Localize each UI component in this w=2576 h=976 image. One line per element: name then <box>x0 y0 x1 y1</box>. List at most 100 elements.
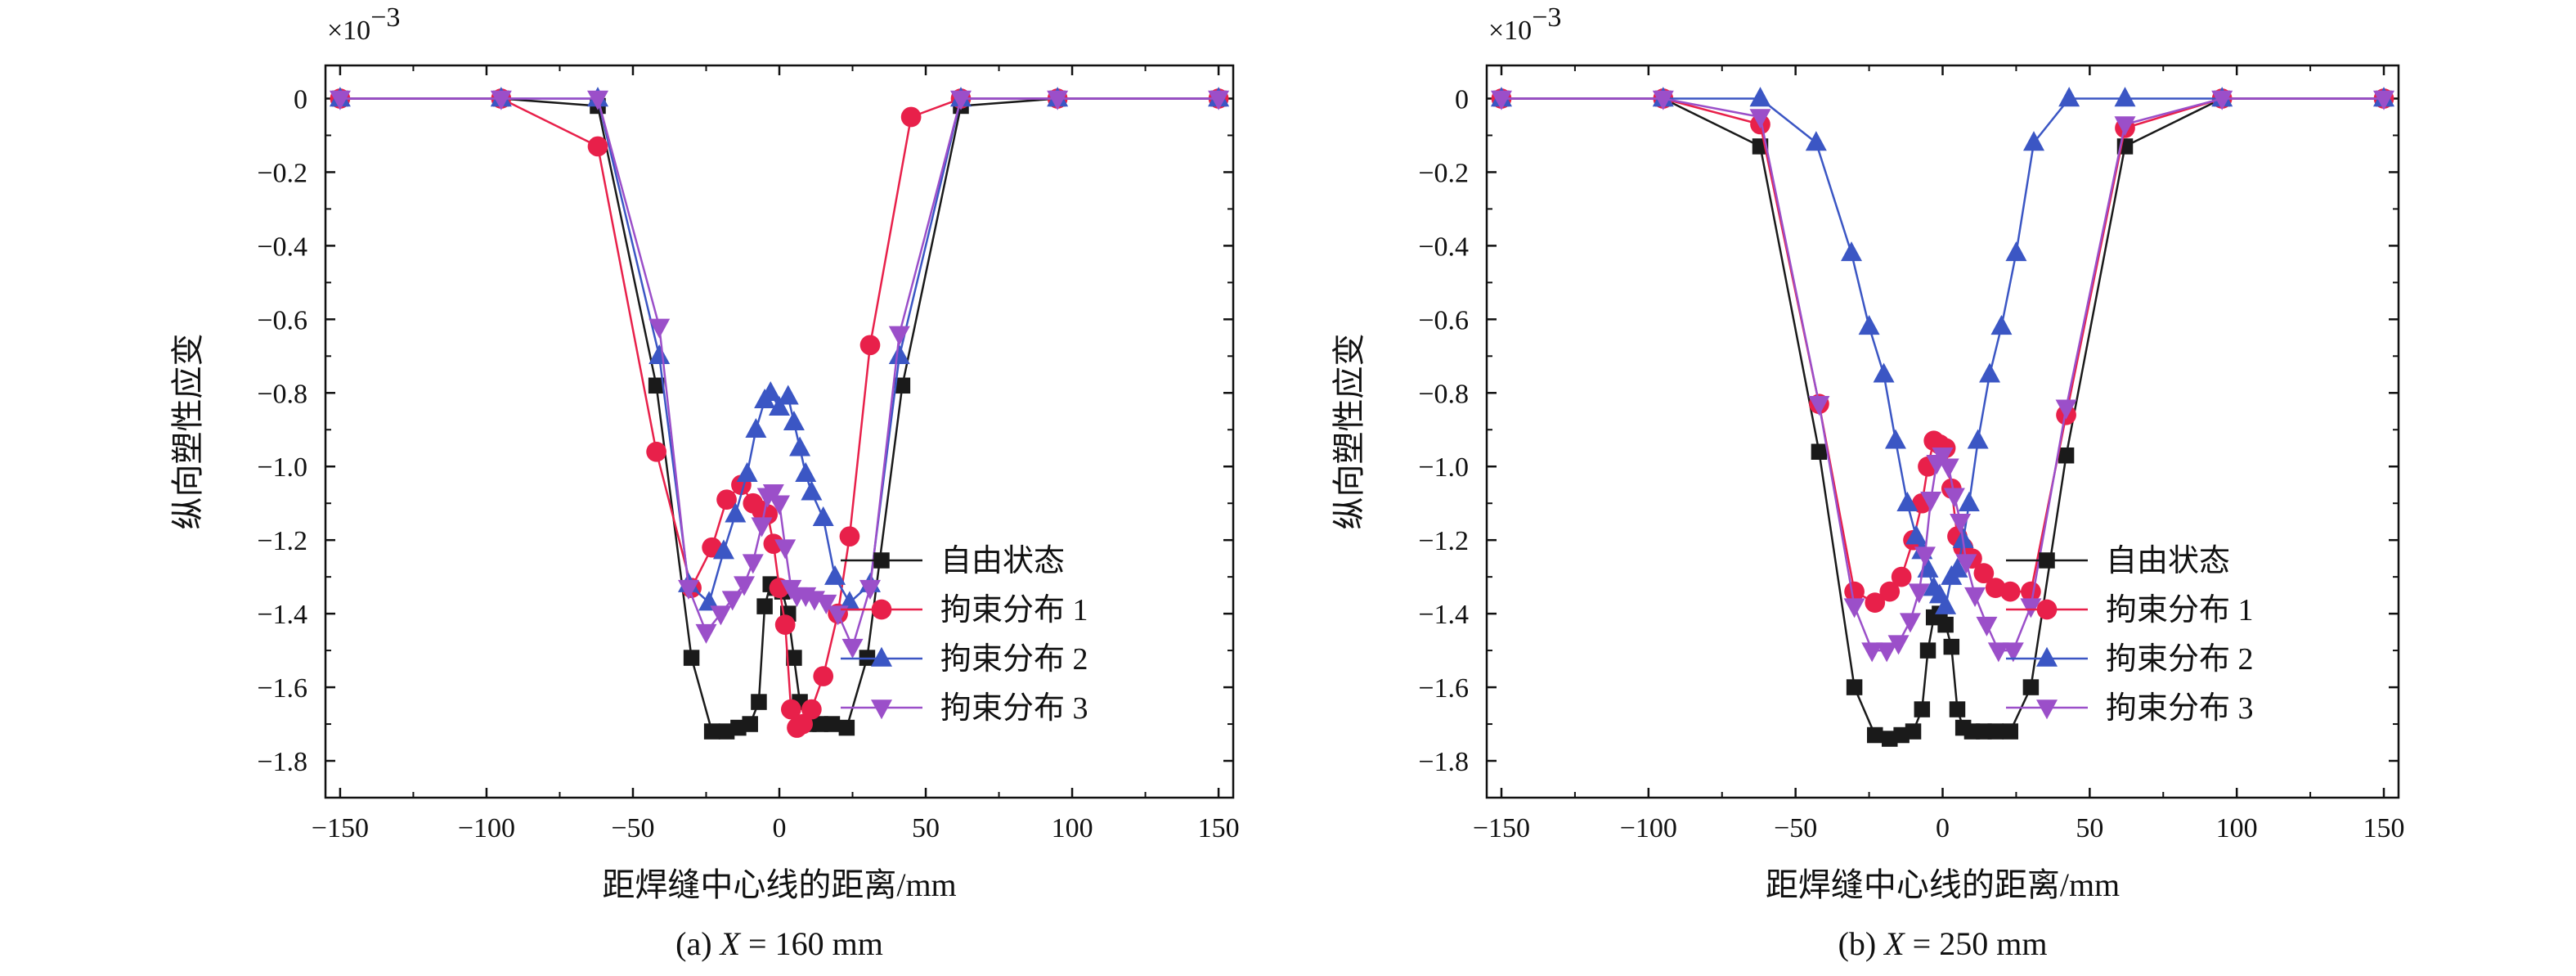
data-point <box>2021 581 2041 602</box>
data-point <box>1919 642 1936 659</box>
caption-prefix: (a) <box>675 925 720 962</box>
data-point <box>894 377 911 394</box>
y-tick-label: −1.0 <box>257 452 307 483</box>
data-point <box>1987 642 2009 663</box>
data-point <box>1973 563 1995 584</box>
x-tick-label: −150 <box>1473 813 1530 843</box>
x-tick-label: 0 <box>1936 813 1950 843</box>
data-point <box>1914 701 1931 717</box>
data-point <box>1652 90 1674 110</box>
data-point <box>716 489 737 510</box>
x-tick-label: 150 <box>2363 813 2405 843</box>
data-point <box>2020 598 2042 618</box>
y-tick-label: −1.8 <box>1418 747 1469 777</box>
data-point <box>329 90 351 110</box>
data-point <box>1908 583 1930 604</box>
plot-frame <box>324 64 1235 799</box>
data-point <box>742 716 758 732</box>
data-point <box>1858 315 1880 335</box>
data-point <box>888 344 910 365</box>
y-axis-title: 纵向塑性应变 <box>169 334 206 530</box>
legend-marker <box>871 599 892 620</box>
data-point <box>2114 87 2136 107</box>
data-point <box>777 385 799 405</box>
y-tick-label: −1.8 <box>257 747 307 777</box>
caption-suffix: = 250 mm <box>1905 925 2048 962</box>
data-point <box>859 335 881 356</box>
data-point <box>725 502 747 523</box>
data-point <box>1990 315 2013 335</box>
data-point <box>1873 362 1895 383</box>
data-point <box>703 723 720 740</box>
y-tick-label: −0.8 <box>1418 379 1469 409</box>
series-line <box>1501 97 2384 652</box>
data-point <box>646 441 666 462</box>
data-point <box>490 90 512 110</box>
data-point <box>1935 594 1957 614</box>
y-tick-label: −0.2 <box>257 158 307 188</box>
x-tick-label: 50 <box>2076 813 2103 843</box>
legend-label: 拘束分布 1 <box>940 593 1088 627</box>
series-line <box>1501 97 2384 604</box>
data-point <box>1047 90 1069 110</box>
data-point <box>1932 447 1954 468</box>
x-tick-label: 100 <box>2216 813 2258 843</box>
legend-marker <box>2039 552 2055 569</box>
x-tick-label: 0 <box>773 813 787 843</box>
data-point <box>2114 116 2136 137</box>
data-point <box>2005 241 2027 262</box>
axis-multiplier: ×10−3 <box>327 2 400 46</box>
data-point <box>760 380 782 402</box>
data-point <box>1749 109 1771 129</box>
data-point <box>827 605 849 626</box>
data-point <box>587 136 608 157</box>
legend-marker <box>2036 699 2058 720</box>
data-point <box>1920 491 1942 512</box>
data-point <box>1805 131 1827 151</box>
data-point <box>587 90 608 110</box>
data-point <box>683 650 700 666</box>
series-1 <box>1493 90 2392 747</box>
y-tick-label: −0.4 <box>1418 232 1469 262</box>
y-tick-label: −1.2 <box>1418 526 1469 556</box>
data-point <box>815 594 837 614</box>
data-point <box>1879 581 1901 602</box>
data-point <box>1943 638 1960 655</box>
caption-variable: X <box>1883 925 1905 962</box>
data-point <box>710 605 732 626</box>
series-line <box>1501 97 2384 608</box>
data-point <box>1865 592 1886 613</box>
data-point <box>838 719 855 736</box>
data-point <box>789 436 811 457</box>
data-point <box>698 591 720 611</box>
data-point <box>1884 429 1906 449</box>
x-tick-label: −50 <box>611 813 654 843</box>
y-tick-label: −1.4 <box>257 600 307 630</box>
data-point <box>1955 554 1977 574</box>
data-point <box>1905 524 1928 545</box>
y-tick-label: −1.6 <box>1418 673 1469 704</box>
series-line <box>339 97 1219 648</box>
legend-label: 拘束分布 1 <box>2106 593 2254 627</box>
data-point <box>734 576 756 596</box>
data-point <box>774 614 796 635</box>
data-point <box>1490 90 1512 110</box>
data-point <box>838 591 860 611</box>
x-tick-label: 100 <box>1052 813 1093 843</box>
legend-marker <box>2036 599 2058 620</box>
series-line <box>339 97 1219 604</box>
data-point <box>786 650 802 666</box>
data-point <box>813 666 834 686</box>
data-point <box>859 579 881 600</box>
x-axis-title: 距焊缝中心线的距离/mm <box>602 866 956 903</box>
data-point <box>1841 241 1862 262</box>
data-point <box>839 526 860 547</box>
chart-panel-b: −150 −100 −50 0 50 100 150 0 −0.2 −0.4 −0.6 −0.8 −1.… <box>1331 2 2405 962</box>
x-tick-label: 50 <box>912 813 940 843</box>
y-tick-label: −0.6 <box>1418 305 1469 335</box>
data-point <box>1861 642 1883 663</box>
multiplier-exponent: −3 <box>370 2 400 33</box>
data-point <box>769 395 790 416</box>
data-point <box>2211 90 2233 110</box>
plot-frame <box>1485 64 2400 799</box>
